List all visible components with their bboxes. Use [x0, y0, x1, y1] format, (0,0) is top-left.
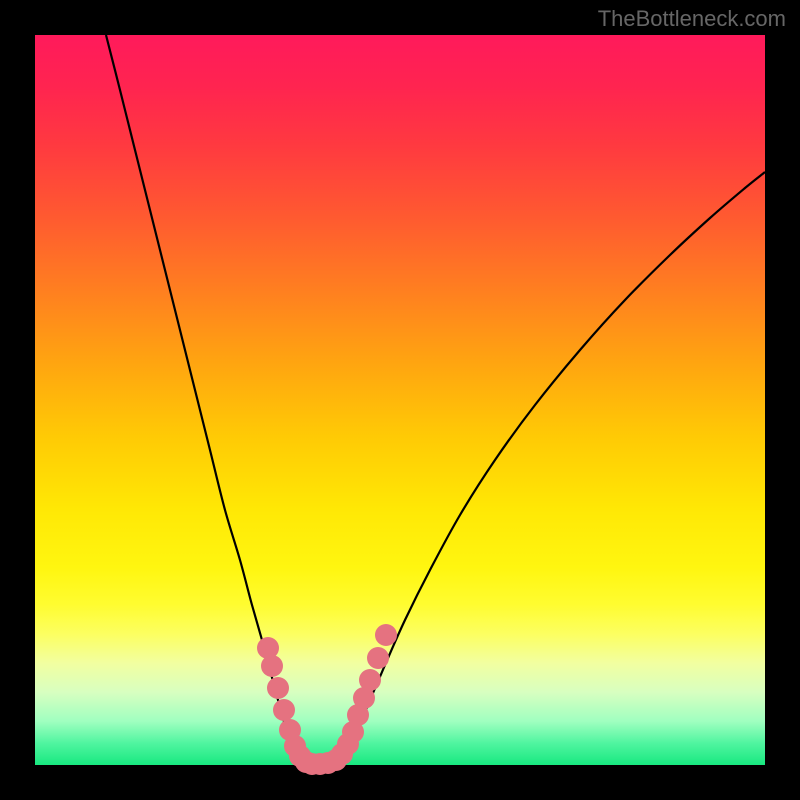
bottleneck-chart: TheBottleneck.com	[0, 0, 800, 800]
watermark-text: TheBottleneck.com	[598, 6, 786, 32]
marker-point	[261, 655, 283, 677]
marker-point	[359, 669, 381, 691]
marker-point	[367, 647, 389, 669]
chart-svg	[0, 0, 800, 800]
marker-point	[375, 624, 397, 646]
plot-background	[35, 35, 765, 765]
marker-point	[267, 677, 289, 699]
marker-point	[273, 699, 295, 721]
